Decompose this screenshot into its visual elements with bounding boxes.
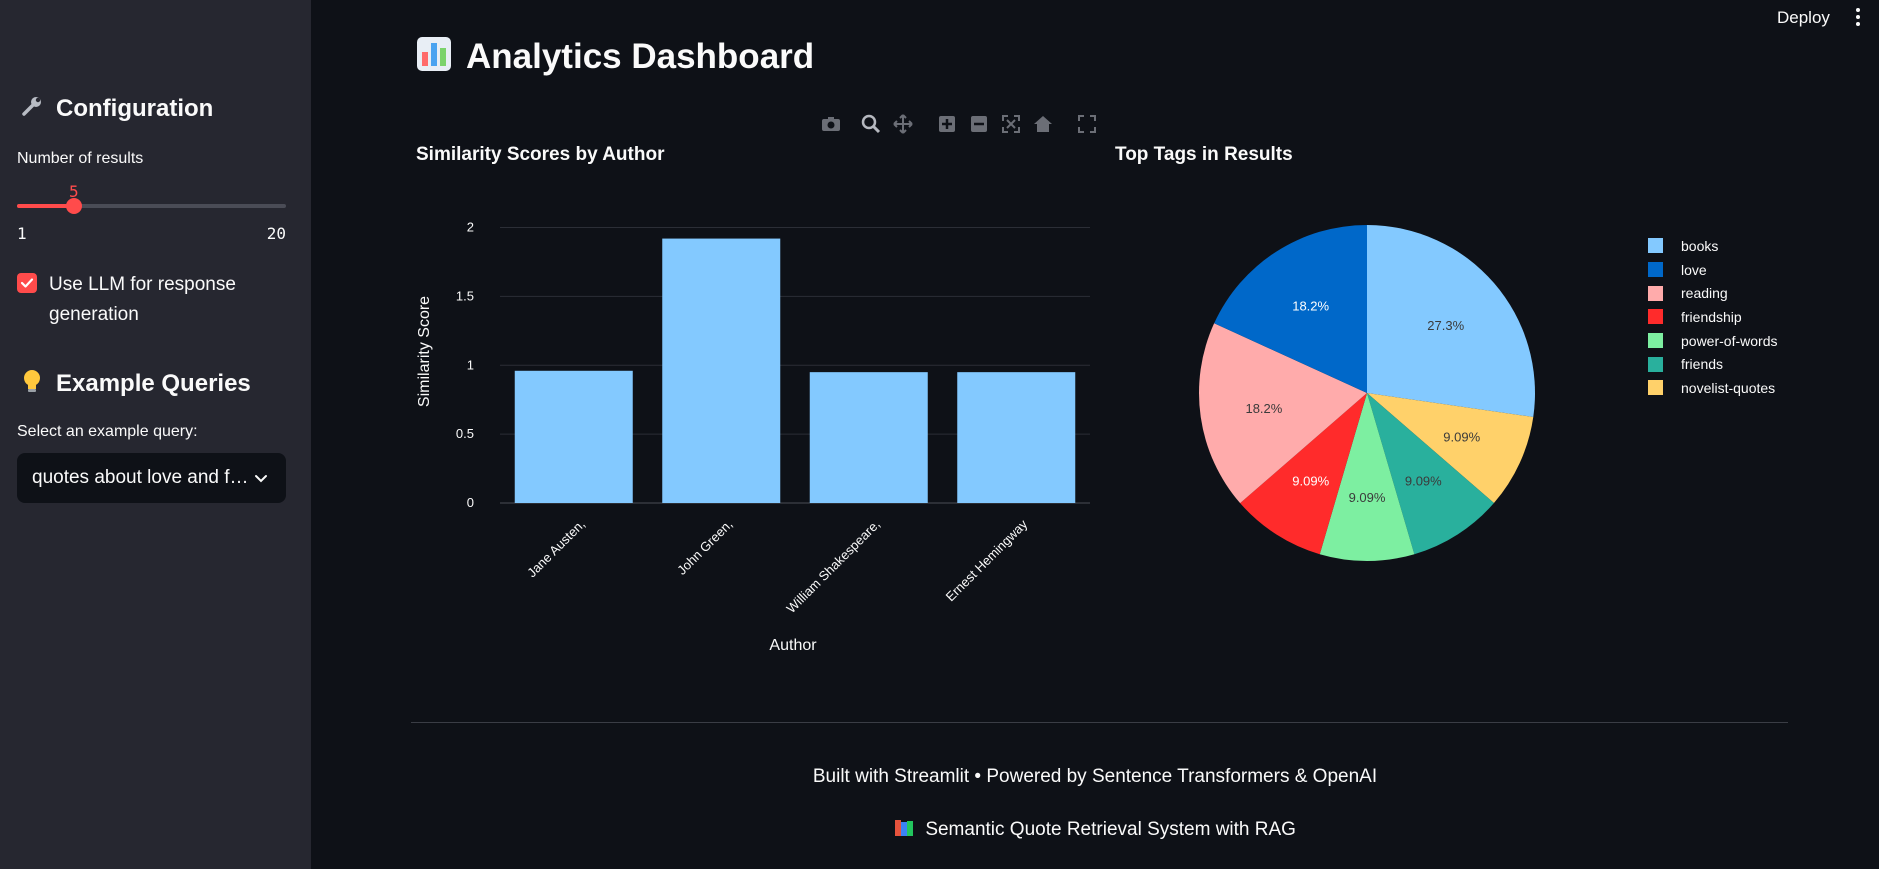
footer-credits: Built with Streamlit • Powered by Senten…	[0, 766, 1879, 788]
zoom-icon[interactable]	[860, 114, 882, 134]
pan-icon[interactable]	[892, 114, 914, 134]
x-tick-label: William Shakespeare,	[783, 517, 883, 617]
pie-value-label: 27.3%	[1427, 318, 1464, 333]
pie-slice	[1240, 393, 1367, 555]
legend-item[interactable]: novelist-quotes	[1648, 376, 1777, 400]
slider-max: 20	[266, 224, 286, 243]
bar	[662, 238, 781, 503]
legend-swatch	[1648, 262, 1663, 278]
pie-legend: books love reading friendship power-of-words…	[1648, 234, 1777, 400]
y-tick-label: 0.5	[456, 426, 474, 441]
legend-swatch	[1648, 285, 1663, 301]
legend-swatch	[1648, 238, 1663, 254]
pie-chart-title: Top Tags in Results	[1115, 144, 1293, 165]
footer-divider	[411, 722, 1788, 723]
pie-value-label: 9.09%	[1292, 474, 1329, 489]
bar	[514, 370, 633, 503]
legend-label: friends	[1681, 356, 1724, 373]
checkbox-checked-icon[interactable]	[17, 273, 37, 293]
fullscreen-icon[interactable]	[1076, 114, 1098, 134]
results-label: Number of results	[17, 150, 144, 167]
footer-system-text: Semantic Quote Retrieval System with RAG	[925, 819, 1296, 840]
configuration-header: Configuration	[20, 94, 213, 124]
pie-value-label: 9.09%	[1349, 490, 1386, 505]
legend-label: power-of-words	[1681, 332, 1778, 349]
x-axis-label: Author	[769, 637, 817, 654]
slider-track[interactable]	[17, 204, 286, 208]
autoscale-icon[interactable]	[1000, 114, 1022, 134]
zoom-in-icon[interactable]	[936, 114, 958, 134]
legend-item[interactable]: love	[1648, 258, 1777, 282]
slider-value: 5	[69, 182, 79, 201]
footer-system: Semantic Quote Retrieval System with RAG	[0, 818, 1879, 844]
example-queries-header: Example Queries	[20, 368, 251, 400]
llm-checkbox[interactable]: Use LLM for response generation	[17, 270, 287, 330]
y-tick-label: 2	[467, 220, 474, 235]
wrench-icon	[20, 94, 44, 124]
llm-checkbox-label: Use LLM for response generation	[49, 274, 236, 325]
pie-slice	[1199, 323, 1367, 504]
x-tick-label: Ernest Hemingway	[943, 516, 1031, 604]
lightbulb-icon	[20, 368, 44, 400]
legend-swatch	[1648, 309, 1663, 325]
y-tick-label: 1	[467, 357, 474, 372]
bar-chart-icon	[416, 36, 452, 77]
legend-item[interactable]: reading	[1648, 281, 1777, 305]
slider-min: 1	[17, 224, 27, 243]
pie-value-label: 18.2%	[1245, 401, 1282, 416]
y-tick-label: 0	[467, 495, 474, 510]
bar-chart-title: Similarity Scores by Author	[416, 144, 665, 165]
books-icon	[894, 818, 914, 844]
legend-label: reading	[1681, 285, 1728, 302]
example-query-value: quotes about love and friendship	[32, 467, 251, 488]
footer-credits-text: Built with Streamlit • Powered by Senten…	[812, 766, 1378, 787]
legend-swatch	[1648, 333, 1663, 349]
chevron-down-icon[interactable]	[251, 468, 271, 488]
sidebar: Configuration Number of results 5 1 20 U…	[0, 0, 311, 869]
bar	[957, 372, 1076, 503]
pie-value-label: 18.2%	[1292, 298, 1329, 313]
home-icon[interactable]	[1032, 114, 1054, 134]
page-title: Analytics Dashboard	[416, 36, 814, 77]
legend-item[interactable]: books	[1648, 234, 1777, 258]
zoom-out-icon[interactable]	[968, 114, 990, 134]
example-select-label: Select an example query:	[17, 423, 198, 440]
bar-chart: 0 0.5 1 1.5 2 Jane Austen, John Green, William …	[416, 220, 1090, 654]
x-tick-label: Jane Austen,	[524, 517, 588, 581]
legend-swatch	[1648, 380, 1663, 396]
pie-chart: 27.3% 9.09% 9.09% 9.09% 9.09% 18.2% 18.2%	[1199, 225, 1535, 561]
legend-label: books	[1681, 237, 1719, 254]
legend-item[interactable]: power-of-words	[1648, 329, 1777, 353]
legend-label: novelist-quotes	[1681, 379, 1776, 396]
slider-fill	[17, 204, 74, 208]
pie-slice	[1367, 393, 1534, 504]
chart-modebar	[820, 114, 1098, 134]
pie-slice	[1367, 225, 1535, 418]
legend-item[interactable]: friends	[1648, 352, 1777, 376]
y-tick-label: 1.5	[456, 288, 474, 303]
y-axis-label: Similarity Score	[416, 296, 433, 407]
example-queries-title: Example Queries	[56, 370, 251, 397]
legend-label: friendship	[1681, 308, 1742, 325]
pie-slice	[1367, 393, 1494, 555]
pie-slice	[1319, 393, 1415, 561]
slider-thumb[interactable]	[66, 198, 82, 214]
bar	[809, 372, 928, 503]
example-query-select[interactable]: quotes about love and friendship	[17, 453, 286, 503]
pie-value-label: 9.09%	[1443, 429, 1480, 444]
deploy-button[interactable]: Deploy	[1777, 8, 1830, 27]
x-tick-label: John Green,	[674, 517, 735, 578]
pie-slice	[1214, 225, 1367, 393]
legend-item[interactable]: friendship	[1648, 305, 1777, 329]
pie-value-label: 9.09%	[1405, 474, 1442, 489]
camera-icon[interactable]	[820, 114, 842, 134]
main-menu-icon[interactable]	[1854, 8, 1862, 28]
page-title-text: Analytics Dashboard	[466, 36, 815, 76]
legend-swatch	[1648, 356, 1663, 372]
legend-label: love	[1681, 261, 1707, 278]
configuration-title: Configuration	[56, 95, 214, 122]
results-slider[interactable]: 5 1 20	[17, 182, 286, 243]
